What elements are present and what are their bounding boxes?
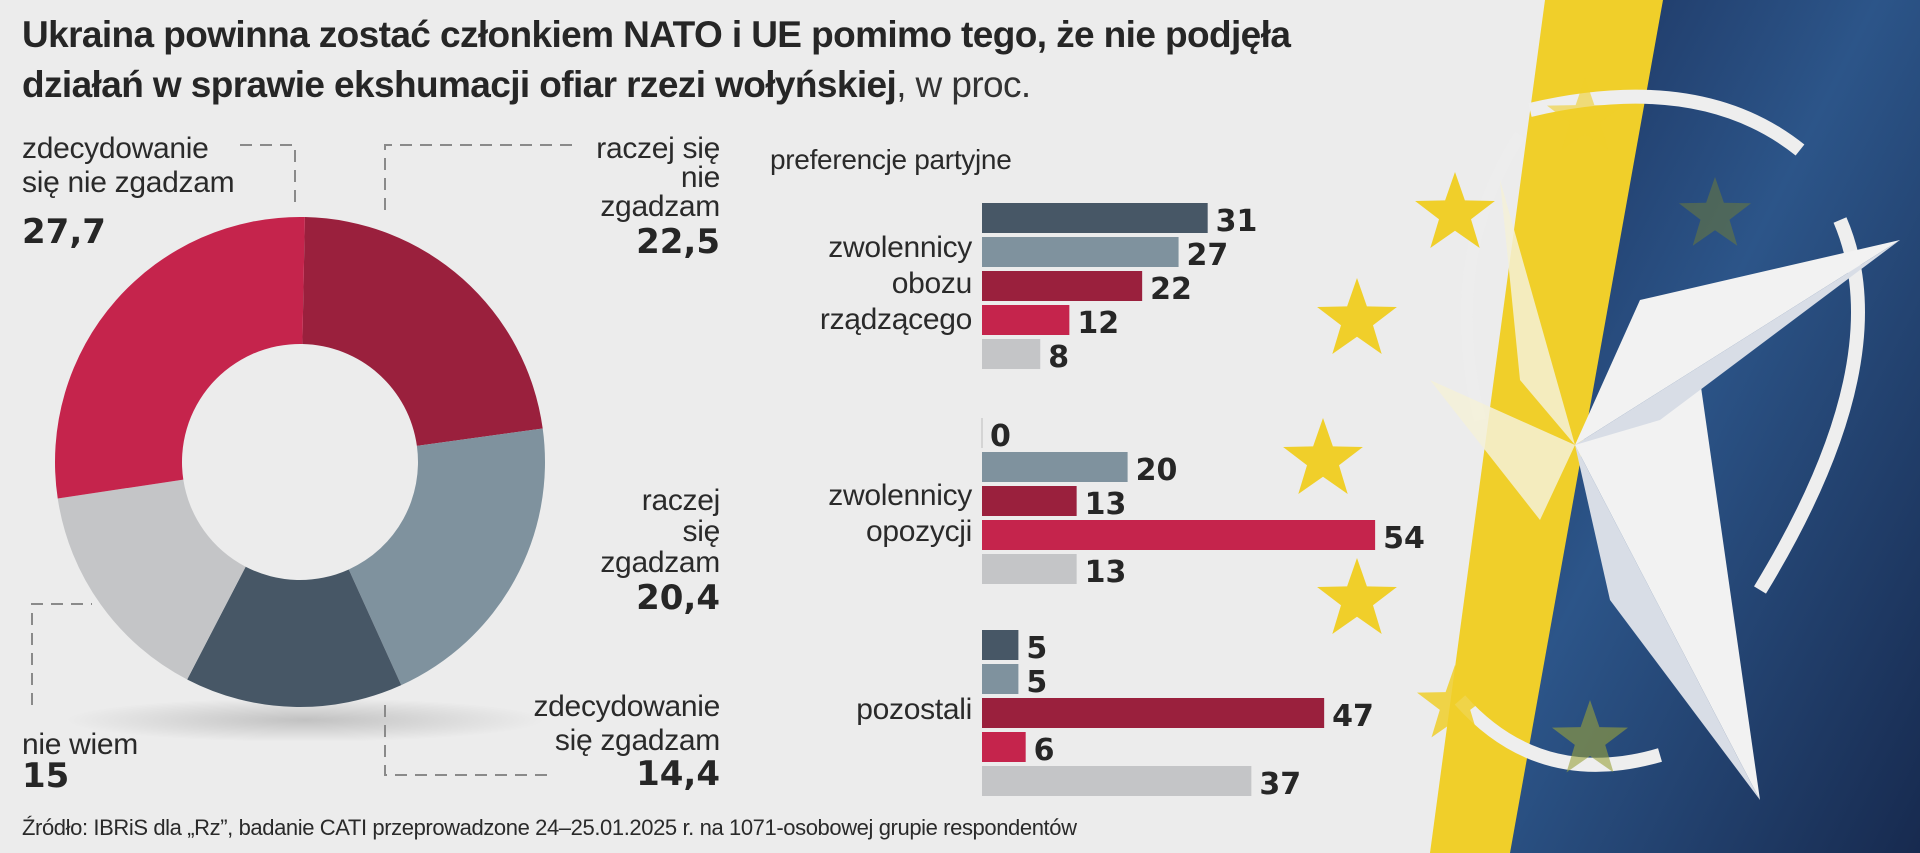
leader-line: [384, 144, 572, 210]
group-label-line: pozostali: [856, 693, 972, 726]
eu-star-icon: [1678, 177, 1752, 246]
bar-zdecydowanie-tak: [982, 203, 1208, 233]
bar-zdecydowanie-nie: [982, 520, 1376, 550]
bar-value-label: 54: [1383, 521, 1425, 556]
bar-value-label: 5: [1026, 631, 1047, 666]
leader-line: [31, 603, 92, 705]
eu-star-icon: [1415, 172, 1495, 248]
bar-zdecydowanie-nie: [982, 732, 1026, 762]
donut-slice-raczej-nie: [302, 217, 543, 446]
bar-raczej-nie: [982, 486, 1077, 516]
group-label-obozu-rzadzacego: zwolennicy obozu rządzącego: [700, 230, 972, 338]
bar-value-label: 13: [1085, 487, 1127, 522]
eu-star-icon: [1552, 700, 1628, 773]
label-line: zgadzam: [600, 546, 720, 579]
value-raczej-nie: 22,5: [636, 222, 720, 262]
bar-zdecydowanie-nie: [982, 305, 1070, 335]
value-raczej-tak: 20,4: [636, 578, 720, 618]
group-label-opozycji: zwolennicy opozycji: [700, 478, 972, 550]
label-line: zdecydowanie: [22, 132, 209, 165]
bar-value-label: 8: [1048, 340, 1069, 375]
leader-line: [384, 705, 548, 776]
label-line: raczej: [641, 484, 721, 517]
label-line: się: [682, 515, 721, 548]
bar-value-label: 31: [1216, 204, 1258, 239]
nato-star-point: [1575, 380, 1760, 800]
label-line: się nie zgadzam: [22, 166, 235, 199]
donut-slice-nie-wiem: [57, 479, 246, 680]
label-zdecydowanie-tak: zdecydowanie się zgadzam: [440, 690, 720, 758]
nato-star-shade: [1575, 445, 1760, 800]
bar-raczej-tak: [982, 237, 1179, 267]
source-note: Źródło: IBRiS dla „Rz”, badanie CATI prz…: [22, 815, 1077, 840]
label-line: raczej się: [596, 132, 720, 165]
bar-value-label: 20: [1136, 453, 1178, 488]
label-zdecydowanie-nie: zdecydowanie się nie zgadzam: [22, 132, 235, 200]
value-zdecydowanie-nie: 27,7: [22, 212, 106, 252]
title-unit: , w proc.: [896, 64, 1031, 105]
bar-chart-title: preferencje partyjne: [770, 144, 1012, 175]
nato-ring-arc: [1460, 131, 1526, 422]
eu-star-icon: [1283, 418, 1363, 494]
label-line: zgadzam: [600, 190, 720, 223]
nato-ring-arc: [1528, 89, 1805, 156]
nato-star-shade: [1575, 240, 1900, 445]
label-nie-wiem: nie wiem: [22, 728, 138, 762]
donut-chart: [55, 216, 545, 707]
bar-value-label: 12: [1077, 306, 1119, 341]
chart-title: Ukraina powinna zostać członkiem NATO i …: [22, 10, 1322, 110]
label-raczej-tak: raczej się zgadzam: [520, 484, 720, 580]
value-nie-wiem: 15: [22, 756, 70, 796]
label-line: nie: [680, 161, 720, 194]
eu-star-icon: [1317, 558, 1397, 634]
nato-star-point: [1500, 180, 1575, 445]
label-line: nie wiem: [22, 728, 138, 761]
group-label-line: rządzącego: [819, 303, 972, 336]
group-label-line: zwolennicy: [828, 231, 972, 264]
label-line: się zgadzam: [554, 724, 720, 757]
bar-value-label: 6: [1034, 733, 1055, 768]
yellow-stripe: [1430, 0, 1663, 853]
group-label-line: zwolennicy: [828, 479, 972, 512]
title-bold: Ukraina powinna zostać członkiem NATO i …: [22, 14, 1291, 105]
eu-star-icon: [1417, 665, 1493, 738]
bar-value-label: 37: [1259, 767, 1301, 802]
donut-slice-zdecydowanie-tak: [187, 566, 402, 707]
bar-raczej-nie: [982, 271, 1143, 301]
nato-star-point: [1430, 380, 1575, 520]
bar-value-label: 0: [990, 419, 1011, 454]
bar-raczej-nie: [982, 698, 1325, 728]
bar-value-label: 27: [1187, 238, 1229, 273]
group-label-pozostali: pozostali: [700, 692, 972, 728]
bar-value-label: 47: [1332, 699, 1374, 734]
value-zdecydowanie-tak: 14,4: [636, 754, 720, 794]
bar-raczej-tak: [982, 452, 1128, 482]
group-label-line: opozycji: [866, 515, 972, 548]
label-line: zdecydowanie: [533, 690, 720, 723]
bar-value-label: 22: [1150, 272, 1192, 307]
label-raczej-nie: raczej się nie zgadzam: [520, 132, 720, 224]
bar-nie-wiem: [982, 554, 1077, 584]
bar-raczej-tak: [982, 664, 1019, 694]
donut-shadow: [65, 698, 545, 742]
bar-nie-wiem: [982, 339, 1041, 369]
bar-nie-wiem: [982, 766, 1252, 796]
bar-value-label: 13: [1085, 555, 1127, 590]
bar-zdecydowanie-tak: [982, 630, 1019, 660]
eu-star-icon: [1547, 78, 1623, 151]
group-label-line: obozu: [891, 267, 973, 300]
bar-value-label: 5: [1026, 665, 1047, 700]
leader-line: [240, 144, 296, 210]
nato-ring-arc: [1454, 695, 1662, 772]
donut-slice-raczej-tak: [348, 428, 545, 686]
eu-nato-flag-illustration: [1283, 0, 1920, 853]
label-leader-lines: [31, 144, 572, 776]
donut-slice-zdecydowanie-nie: [55, 216, 305, 499]
eu-star-icon: [1317, 278, 1397, 354]
